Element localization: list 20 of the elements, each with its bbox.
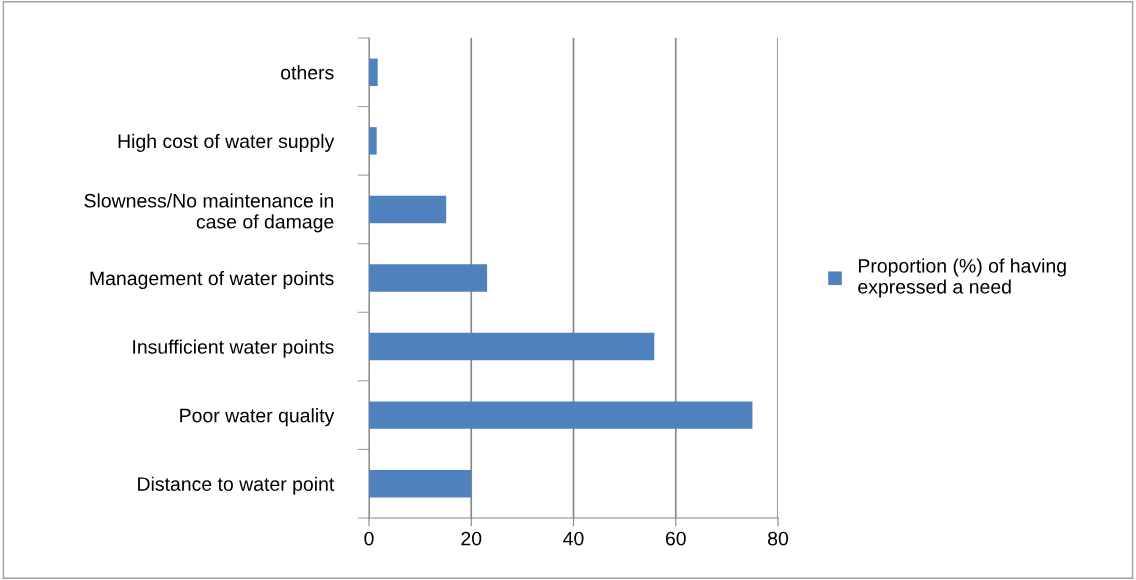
bar xyxy=(369,195,447,224)
bar xyxy=(369,58,378,86)
bar xyxy=(369,127,377,155)
x-tick-label: 60 xyxy=(665,531,686,546)
y-tick-label: High cost of water supply xyxy=(118,133,335,152)
y-tick-label: Management of water points xyxy=(90,270,334,290)
x-tick-label: 40 xyxy=(563,531,584,546)
legend-label: Proportion (%) of having expressed a need xyxy=(858,258,1066,298)
y-tick-label: Distance to water point xyxy=(138,476,335,495)
x-tick-label: 20 xyxy=(461,531,482,546)
x-tick-label: 0 xyxy=(364,531,374,546)
bar xyxy=(369,264,488,292)
bar xyxy=(369,470,472,498)
x-tick-label: 80 xyxy=(768,531,789,546)
bar xyxy=(369,332,655,361)
y-tick-label: Slowness/No maintenance in case of damage xyxy=(84,193,334,233)
y-tick-label: Poor water quality xyxy=(180,408,335,427)
bar xyxy=(369,401,753,429)
y-tick-label: others xyxy=(281,65,334,80)
y-tick-label: Insufficient water points xyxy=(133,339,334,358)
